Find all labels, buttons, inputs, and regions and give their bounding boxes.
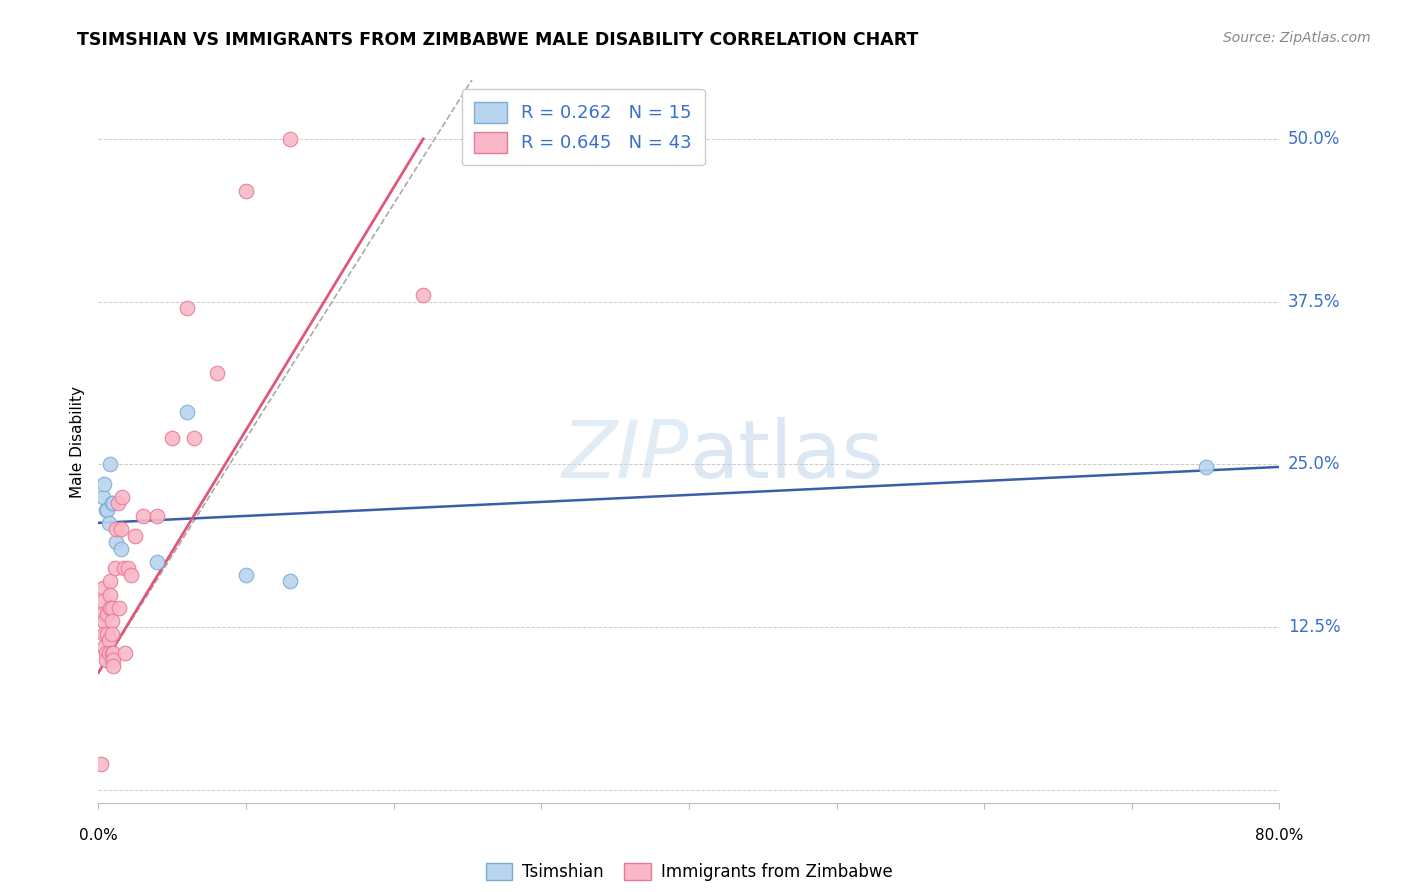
Text: 80.0%: 80.0% (1256, 828, 1303, 843)
Point (91, 594, 114, 608)
Point (114, 646, 136, 660)
Point (235, 568, 257, 582)
Text: TSIMSHIAN VS IMMIGRANTS FROM ZIMBABWE MALE DISABILITY CORRELATION CHART: TSIMSHIAN VS IMMIGRANTS FROM ZIMBABWE MA… (77, 31, 918, 49)
Point (98, 587, 121, 601)
Point (90, 756, 112, 771)
Point (98, 574, 121, 589)
Point (100, 600, 122, 615)
Point (104, 561, 127, 575)
Point (96, 626, 118, 640)
Point (96, 503, 118, 517)
Point (280, 574, 302, 589)
Point (100, 614, 122, 628)
Point (96, 607, 118, 621)
Point (94, 646, 117, 660)
Point (146, 509, 169, 524)
Point (103, 646, 125, 660)
Point (112, 561, 135, 575)
Point (91, 581, 114, 595)
Point (93, 476, 115, 491)
Point (108, 600, 131, 615)
Text: 50.0%: 50.0% (1288, 130, 1340, 148)
Point (93, 626, 115, 640)
Point (97, 516, 120, 530)
Point (103, 496, 125, 510)
Point (117, 561, 139, 575)
Text: atlas: atlas (689, 417, 883, 495)
Point (183, 431, 205, 445)
Point (91, 607, 114, 621)
Text: 12.5%: 12.5% (1288, 618, 1340, 636)
Point (235, 184, 257, 198)
Point (91, 490, 114, 504)
Point (132, 509, 155, 524)
Point (111, 490, 134, 504)
Point (103, 652, 125, 666)
Point (110, 541, 132, 556)
Point (110, 523, 132, 537)
Point (124, 529, 146, 543)
Point (176, 301, 198, 315)
Point (105, 535, 128, 549)
Point (100, 496, 122, 510)
Point (146, 555, 169, 569)
Text: Source: ZipAtlas.com: Source: ZipAtlas.com (1223, 31, 1371, 45)
Point (412, 288, 434, 302)
Point (100, 626, 122, 640)
Point (100, 646, 122, 660)
Point (94, 503, 117, 517)
Point (98, 600, 121, 615)
Point (205, 366, 228, 380)
Point (280, 132, 302, 146)
Y-axis label: Male Disability: Male Disability (70, 385, 86, 498)
Point (103, 659, 125, 673)
Point (93, 640, 115, 654)
Point (97, 633, 120, 648)
Text: 25.0%: 25.0% (1288, 455, 1340, 474)
Point (97, 646, 120, 660)
Point (176, 405, 198, 419)
Legend: Tsimshian, Immigrants from Zimbabwe: Tsimshian, Immigrants from Zimbabwe (477, 855, 901, 889)
Point (107, 496, 129, 510)
Point (162, 431, 183, 445)
Text: 37.5%: 37.5% (1288, 293, 1340, 310)
Point (93, 614, 115, 628)
Point (120, 568, 142, 582)
Text: 0.0%: 0.0% (79, 828, 118, 843)
Point (94, 652, 117, 666)
Text: ZIP: ZIP (561, 417, 689, 495)
Point (1195, 459, 1218, 474)
Point (105, 523, 128, 537)
Point (98, 458, 121, 472)
